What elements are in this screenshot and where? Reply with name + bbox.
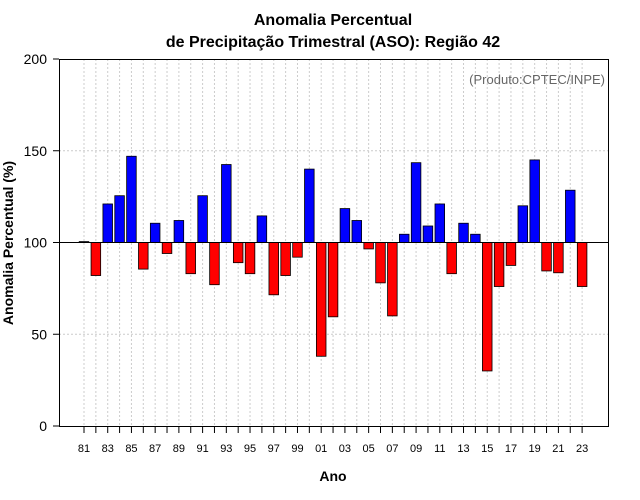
y-tick-label: 200 <box>24 51 48 67</box>
bar-03 <box>339 208 351 243</box>
bar-21 <box>553 242 564 274</box>
bar-17 <box>505 242 517 266</box>
bar-95 <box>244 242 256 275</box>
x-tick-label: 23 <box>576 443 588 455</box>
bar-22 <box>565 189 576 243</box>
x-tick-label: 11 <box>434 443 445 455</box>
x-tick-label: 21 <box>552 443 564 455</box>
bar-85 <box>126 155 137 243</box>
x-tick-label: 13 <box>457 443 469 455</box>
x-tick-label: 09 <box>410 443 422 455</box>
x-tick-label: 93 <box>220 443 232 455</box>
plot-frame <box>59 59 609 427</box>
x-tick-label: 83 <box>102 443 114 455</box>
x-tick-label: 05 <box>363 443 375 455</box>
chart-title-line1: Anomalia Percentual <box>254 12 412 29</box>
bar-13 <box>458 222 469 243</box>
bar-91 <box>197 195 208 243</box>
y-tick-label: 50 <box>31 326 47 342</box>
chart-title-line2: de Precipitação Trimestral (ASO): Região… <box>166 34 500 51</box>
bar-18 <box>517 205 529 243</box>
x-tick-label: 91 <box>196 443 208 455</box>
bar-88 <box>161 242 173 254</box>
bar-86 <box>138 242 149 270</box>
bar-23 <box>576 242 588 287</box>
source-label: (Produto:CPTEC/INPE) <box>469 72 605 87</box>
x-tick-label: 99 <box>291 443 303 455</box>
grid-layer <box>59 59 609 426</box>
bar-98 <box>280 242 291 276</box>
x-tick-label: 17 <box>505 443 517 455</box>
x-tick-label: 87 <box>149 443 161 455</box>
x-axis-label: Ano <box>319 468 346 484</box>
y-tick-label: 100 <box>24 235 48 251</box>
y-tick-label: 0 <box>39 418 47 434</box>
bar-92 <box>209 242 220 286</box>
bar-83 <box>102 203 113 243</box>
bar-90 <box>185 242 196 275</box>
x-tick-label: 07 <box>386 443 398 455</box>
x-tick-label: 01 <box>315 443 327 455</box>
bar-99 <box>292 242 303 258</box>
bar-19 <box>529 159 540 243</box>
x-tick-label: 85 <box>125 443 137 455</box>
x-tick-label: 95 <box>244 443 256 455</box>
bar-15 <box>482 242 493 372</box>
y-axis-label: Anomalia Percentual (%) <box>0 161 16 325</box>
x-tick-label: 97 <box>268 443 280 455</box>
bar-04 <box>351 220 362 243</box>
bars-layer <box>78 155 588 372</box>
bar-96 <box>256 215 268 243</box>
x-tick-label: 81 <box>78 443 90 455</box>
bar-16 <box>493 242 505 287</box>
bar-10 <box>422 225 434 243</box>
x-tick-label: 03 <box>339 443 351 455</box>
bar-93 <box>221 164 232 243</box>
bar-07 <box>387 242 398 317</box>
bar-12 <box>446 242 457 275</box>
bar-09 <box>410 162 422 243</box>
bar-94 <box>232 242 244 264</box>
bar-05 <box>363 242 374 250</box>
x-tick-label: 15 <box>481 443 493 455</box>
x-tick-label: 89 <box>173 443 185 455</box>
bar-01 <box>315 242 327 357</box>
bar-87 <box>149 222 161 243</box>
x-tick-label: 19 <box>529 443 541 455</box>
y-axis: 0 50 100 150 200 <box>24 51 59 434</box>
bar-06 <box>375 242 386 284</box>
bar-89 <box>173 220 185 243</box>
bar-00 <box>304 168 315 243</box>
bar-02 <box>327 242 339 318</box>
bar-08 <box>399 233 410 243</box>
x-axis: 81 83 85 87 89 91 93 95 97 99 01 03 05 07 09 11 13 15 17 19… <box>78 426 588 455</box>
bar-14 <box>470 233 481 243</box>
y-tick-label: 150 <box>24 143 48 159</box>
bar-20 <box>541 242 552 272</box>
bar-97 <box>268 242 279 296</box>
bar-11 <box>434 203 446 243</box>
bar-84 <box>114 195 125 243</box>
bar-82 <box>90 242 102 276</box>
